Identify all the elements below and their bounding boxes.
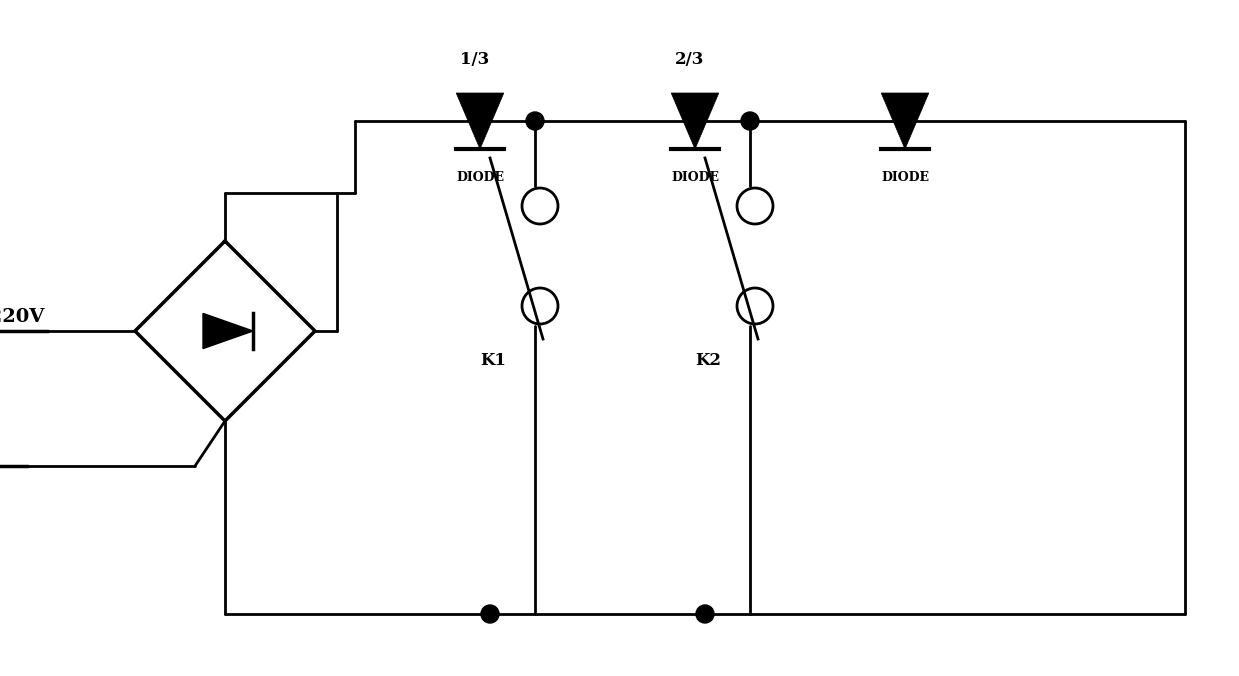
Text: K1: K1 xyxy=(479,352,506,369)
Text: AC220V: AC220V xyxy=(0,308,45,326)
Text: DIODE: DIODE xyxy=(456,171,504,184)
Text: K2: K2 xyxy=(695,352,721,369)
Polygon shape xyxy=(672,93,719,149)
Circle shape xyxy=(527,112,544,130)
Text: DIODE: DIODE xyxy=(672,171,719,184)
Text: 2/3: 2/3 xyxy=(675,51,705,68)
Circle shape xyxy=(481,605,499,623)
Text: DIODE: DIODE xyxy=(881,171,929,184)
Polygon shape xyxy=(456,93,504,149)
Circle shape xyxy=(696,605,714,623)
Text: 1/3: 1/3 xyxy=(461,51,489,68)
Polygon shape xyxy=(203,314,253,349)
Polygon shape xyxy=(881,93,929,149)
Circle shape xyxy=(741,112,760,130)
